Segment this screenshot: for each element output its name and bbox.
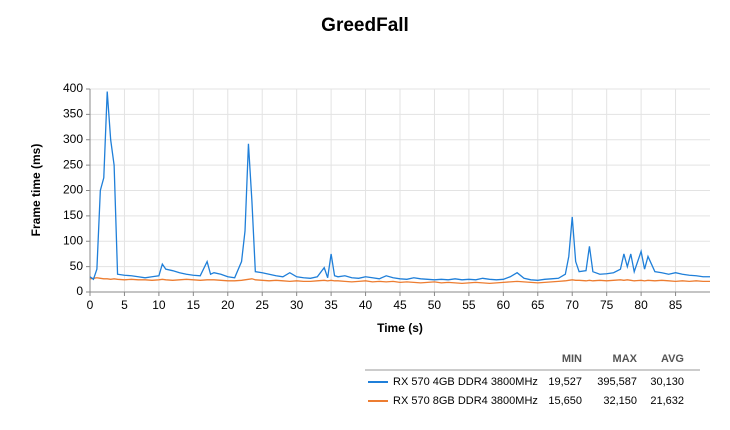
legend-stat: 15,650 [548,395,582,407]
legend-header: MIN [562,353,582,365]
legend-stat: 21,632 [650,395,684,407]
x-tick-label: 60 [497,298,511,312]
legend-header: AVG [661,353,684,365]
x-tick-label: 80 [634,298,648,312]
y-tick-label: 0 [76,284,83,298]
y-tick-label: 200 [63,183,83,197]
x-tick-label: 40 [359,298,373,312]
x-tick-label: 75 [600,298,614,312]
x-tick-label: 15 [187,298,201,312]
series-line [89,277,710,285]
y-tick-label: 100 [63,233,83,247]
y-axis-title: Frame time (ms) [29,144,43,237]
y-tick-label: 350 [63,107,83,121]
chart-title: GreedFall [321,15,409,36]
series-line [89,91,710,281]
x-tick-label: 5 [121,298,128,312]
y-tick-label: 300 [63,132,83,146]
x-tick-label: 35 [324,298,338,312]
x-tick-label: 30 [290,298,304,312]
y-tick-label: 400 [63,81,83,95]
legend-stat: 30,130 [650,376,684,388]
x-tick-label: 70 [566,298,580,312]
y-tick-label: 50 [70,259,84,273]
x-tick-label: 55 [462,298,476,312]
y-tick-label: 250 [63,157,83,171]
x-tick-label: 0 [87,298,94,312]
x-tick-label: 20 [221,298,235,312]
x-tick-label: 50 [428,298,442,312]
x-tick-label: 10 [152,298,166,312]
legend-header: MAX [613,353,638,365]
x-tick-label: 25 [256,298,270,312]
legend-stat: 395,587 [597,376,637,388]
x-tick-label: 45 [393,298,407,312]
legend-stat: 32,150 [603,395,637,407]
legend-label: RX 570 8GB DDR4 3800MHz [393,395,538,407]
x-tick-label: 65 [531,298,545,312]
x-axis-title: Time (s) [377,321,423,335]
y-tick-label: 150 [63,208,83,222]
x-tick-label: 85 [669,298,683,312]
legend-stat: 19,527 [548,376,582,388]
legend-label: RX 570 4GB DDR4 3800MHz [393,376,538,388]
